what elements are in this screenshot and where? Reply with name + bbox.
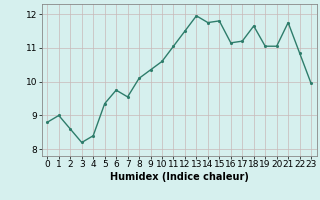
X-axis label: Humidex (Indice chaleur): Humidex (Indice chaleur) <box>110 172 249 182</box>
